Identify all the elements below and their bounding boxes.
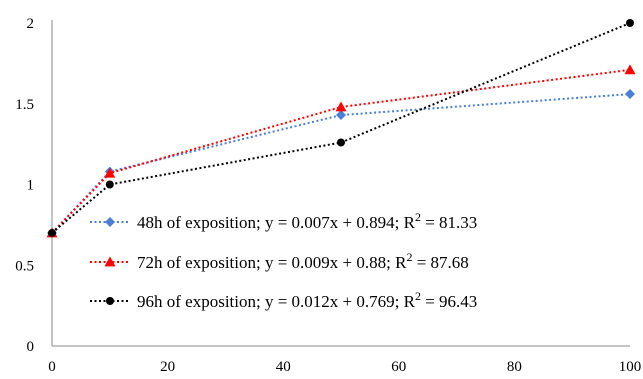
series-2 (46, 64, 636, 238)
y-tick-label: 0.5 (15, 258, 34, 274)
series-3 (48, 19, 634, 237)
series-line (51, 22, 631, 234)
data-point (48, 228, 56, 237)
x-tick-label: 20 (160, 359, 175, 375)
legend-marker (106, 297, 114, 305)
legend-marker (105, 217, 115, 227)
chart-series (46, 19, 636, 238)
x-tick-label: 80 (507, 359, 522, 375)
legend-label: 96h of exposition; y = 0.012x + 0.769; R… (137, 289, 477, 311)
y-tick-label: 2 (27, 16, 35, 32)
x-tick-label: 60 (391, 359, 406, 375)
data-point (624, 64, 636, 75)
data-point (626, 19, 634, 27)
legend-item-2: 72h of exposition; y = 0.009x + 0.88; R2… (90, 250, 469, 272)
y-tick-label: 0 (27, 339, 35, 355)
y-axis-ticks: 0 0.5 1 1.5 2 (15, 16, 34, 355)
data-point (337, 138, 345, 147)
chart-legend: 48h of exposition; y = 0.007x + 0.894; R… (90, 210, 477, 311)
x-tick-label: 100 (619, 359, 642, 375)
x-tick-label: 40 (276, 359, 291, 375)
data-point (336, 110, 346, 121)
chart-axes (51, 20, 630, 347)
data-point (105, 180, 114, 189)
legend-item-1: 48h of exposition; y = 0.007x + 0.894; R… (90, 210, 477, 232)
legend-marker (104, 256, 116, 267)
data-point (335, 101, 347, 112)
x-axis-ticks: 0 20 40 60 80 100 (48, 359, 641, 375)
x-tick-label: 0 (48, 359, 56, 375)
series-line (51, 68, 631, 234)
y-tick-label: 1 (27, 178, 35, 194)
data-point (104, 167, 116, 178)
legend-label: 72h of exposition; y = 0.009x + 0.88; R2… (137, 250, 469, 272)
legend-label: 48h of exposition; y = 0.007x + 0.894; R… (137, 210, 477, 232)
data-point (625, 89, 635, 100)
legend-item-3: 96h of exposition; y = 0.012x + 0.769; R… (90, 289, 477, 311)
y-tick-label: 1.5 (15, 97, 34, 113)
